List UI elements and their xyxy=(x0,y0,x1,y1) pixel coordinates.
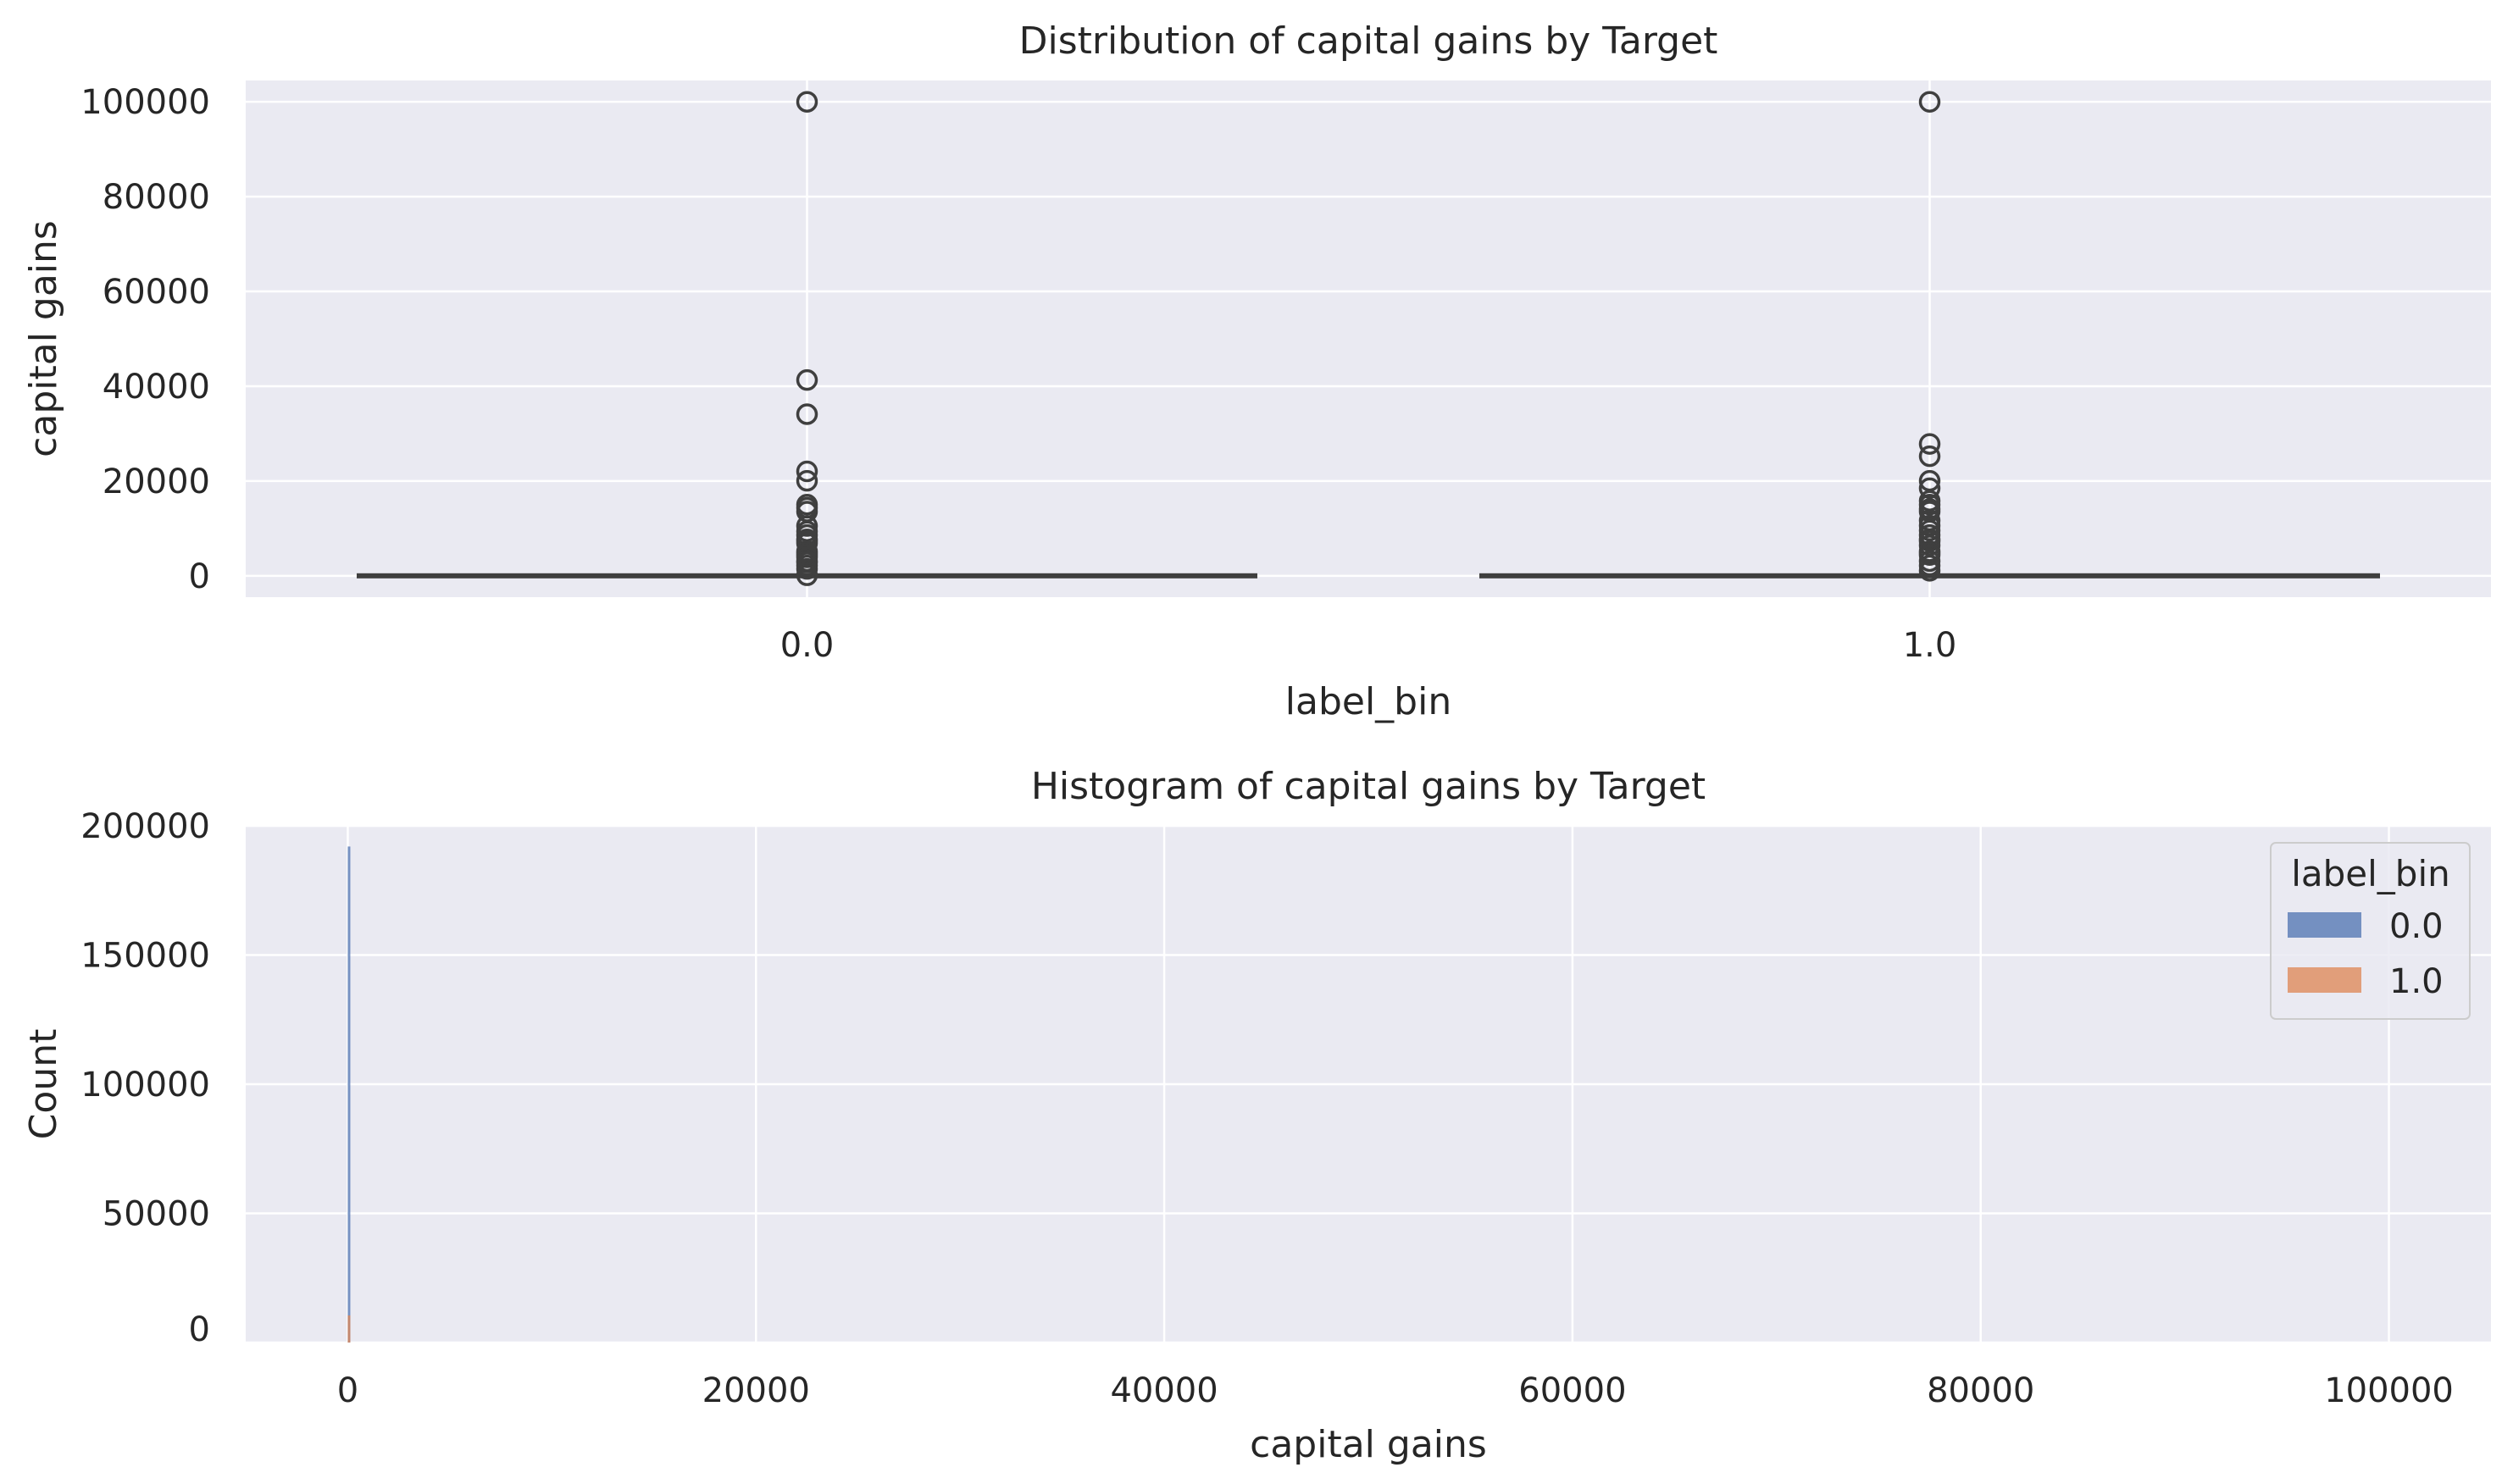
legend-title: label_bin xyxy=(2291,853,2450,894)
boxplot-x-axis-label: label_bin xyxy=(1285,680,1451,723)
histogram-x-tick-label: 100000 xyxy=(2324,1371,2454,1410)
outlier-point xyxy=(1918,560,1941,582)
boxplot-title: Distribution of capital gains by Target xyxy=(1019,19,1718,63)
boxplot-panel: 0 20000 40000 60000 80000 100000 0.0 1.0 Distr… xyxy=(22,19,2491,723)
legend-label-0: 0.0 xyxy=(2389,907,2444,946)
outlier-point xyxy=(796,460,818,483)
histogram-title: Histogram of capital gains by Target xyxy=(1031,765,1706,808)
histogram-y-tick-label: 0 xyxy=(189,1310,210,1349)
outlier-point xyxy=(1918,477,1941,500)
outlier-point xyxy=(1918,433,1941,455)
outlier-point xyxy=(1918,534,1941,556)
histogram-y-tick-label: 200000 xyxy=(80,807,210,846)
outlier-point xyxy=(1918,544,1941,567)
histogram-legend: label_bin 0.0 1.0 xyxy=(2270,842,2471,1020)
outlier-point xyxy=(796,469,818,492)
histogram-x-axis-label: capital gains xyxy=(1250,1423,1487,1466)
histogram-y-axis-label: Count xyxy=(22,1029,65,1140)
histogram-bar-1.0 xyxy=(347,1315,351,1343)
histogram-x-tick-label: 80000 xyxy=(1927,1371,2034,1410)
boxplot-x-tick-label: 0.0 xyxy=(780,626,835,665)
boxplot-y-tick-label: 20000 xyxy=(103,462,210,501)
histogram-x-tick-label: 20000 xyxy=(702,1371,810,1410)
outlier-point xyxy=(796,91,818,113)
boxplot-y-tick-label: 80000 xyxy=(103,178,210,217)
histogram-y-tick-label: 50000 xyxy=(103,1195,210,1234)
boxplot-marks xyxy=(357,91,2380,586)
histogram-y-tick-label: 150000 xyxy=(80,937,210,976)
outlier-point xyxy=(1918,91,1941,113)
boxplot-y-tick-label: 40000 xyxy=(103,368,210,407)
boxplot-y-tick-label: 0 xyxy=(189,557,210,596)
histogram-bar-0.0 xyxy=(347,846,351,1343)
boxplot-y-tick-label: 60000 xyxy=(103,273,210,312)
histogram-y-tick-labels: 0 50000 100000 150000 200000 xyxy=(80,807,210,1349)
outlier-point xyxy=(796,564,818,586)
legend-swatch-1 xyxy=(2288,967,2361,993)
boxplot-y-axis-label: capital gains xyxy=(22,220,65,457)
histogram-x-tick-labels: 0 20000 40000 60000 80000 100000 xyxy=(337,1371,2454,1410)
histogram-gridlines xyxy=(246,824,2491,1344)
boxplot-plot-area xyxy=(246,80,2491,597)
histogram-panel: 0 50000 100000 150000 200000 0 20000 40000 6000… xyxy=(22,765,2491,1466)
histogram-x-tick-label: 0 xyxy=(337,1371,358,1410)
boxplot-y-tick-label: 100000 xyxy=(80,83,210,122)
legend-label-1: 1.0 xyxy=(2389,962,2444,1001)
outlier-point xyxy=(1918,445,1941,468)
boxplot-y-tick-labels: 0 20000 40000 60000 80000 100000 xyxy=(80,83,210,596)
histogram-x-tick-label: 60000 xyxy=(1518,1371,1626,1410)
boxplot-x-tick-label: 1.0 xyxy=(1903,626,1957,665)
legend-swatch-0 xyxy=(2288,912,2361,938)
histogram-bars xyxy=(347,846,351,1343)
outlier-point xyxy=(796,403,818,425)
histogram-y-tick-label: 100000 xyxy=(80,1066,210,1105)
histogram-x-tick-label: 40000 xyxy=(1110,1371,1218,1410)
outlier-point xyxy=(796,557,818,580)
outlier-point xyxy=(796,368,818,391)
boxplot-x-tick-labels: 0.0 1.0 xyxy=(780,626,1957,665)
